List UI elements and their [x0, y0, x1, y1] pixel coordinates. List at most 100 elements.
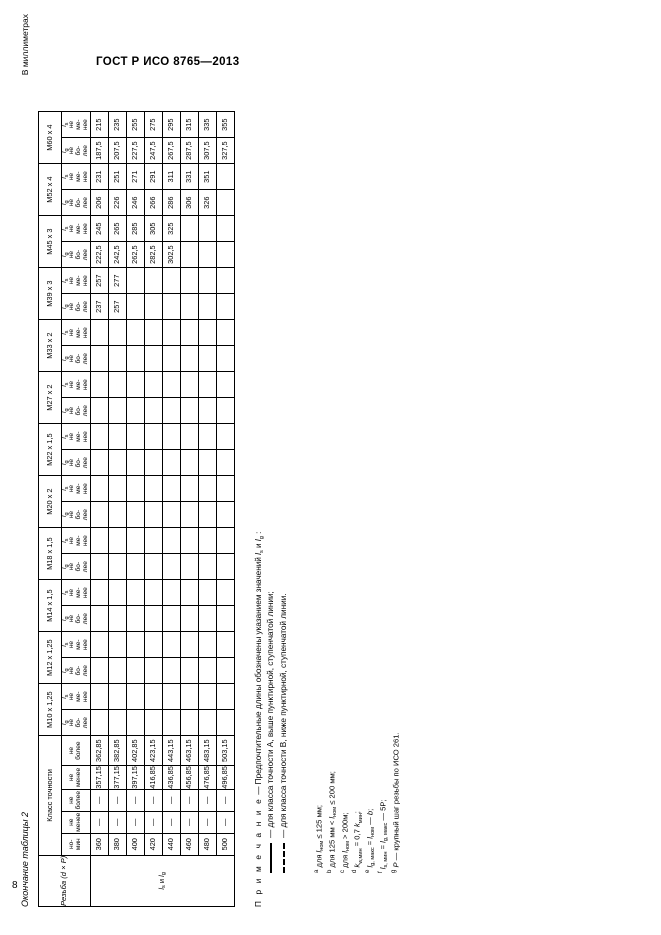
col-ls-header-2: ls не ме-нее [61, 579, 91, 606]
cell-data [198, 579, 217, 606]
cell-data: 215 [90, 111, 109, 138]
col-lg-header-6: lg не бо-лее [61, 397, 91, 424]
cell-data [162, 605, 181, 632]
cell-data [126, 371, 145, 398]
cell-data: 277 [108, 267, 127, 294]
cell-data [216, 423, 235, 450]
cell-data [180, 657, 199, 684]
cell-data [180, 371, 199, 398]
footnote-a: a для lном ≤ 125 мм; [314, 805, 326, 873]
cell-data [198, 293, 217, 320]
cell-data [216, 293, 235, 320]
table-row: 500— —496,85 503,15 327,5 355 [216, 111, 235, 907]
cell-data [126, 267, 145, 294]
cell-data: 206 [90, 189, 109, 216]
cell-nominal: 500 [216, 833, 235, 856]
cell-data [162, 397, 181, 424]
table-row: 480— —476,85 483,15 326 351 307,5 335 [198, 111, 217, 907]
col-lg-header-0: lg не бо-лее [61, 709, 91, 736]
cell-data [90, 605, 109, 632]
cell-a-min: — [162, 811, 181, 834]
cell-data: 351 [198, 163, 217, 190]
col-lg-header-1: lg не бо-лее [61, 657, 91, 684]
col-ls-header-3: ls не ме-нее [61, 527, 91, 554]
cell-data [108, 501, 127, 528]
cell-data [180, 683, 199, 710]
thread-stub-header: Резьба (d × P) [38, 855, 91, 907]
cell-data [180, 501, 199, 528]
cell-data [90, 631, 109, 658]
col-a-max-header: не более [61, 789, 91, 812]
cell-data: 262,5 [126, 241, 145, 268]
cell-data: 257 [90, 267, 109, 294]
cell-data [180, 215, 199, 242]
cell-a-min: — [144, 811, 163, 834]
cell-data [90, 319, 109, 346]
cell-a-min: — [216, 811, 235, 834]
cell-data: 237 [90, 293, 109, 320]
cell-data: 355 [216, 111, 235, 138]
cell-b-min: 377,15 [108, 765, 127, 790]
cell-data [108, 319, 127, 346]
cell-data: 335 [198, 111, 217, 138]
cell-data [180, 293, 199, 320]
cell-data [180, 241, 199, 268]
subheader-row: но-мин не менее не более не менее не более lg не бо… [61, 111, 91, 907]
cell-data [108, 397, 127, 424]
cell-data [90, 371, 109, 398]
cell-data [162, 449, 181, 476]
cell-data [126, 423, 145, 450]
cell-data [180, 709, 199, 736]
thread-header-9: M45 x 3 [38, 215, 62, 268]
cell-data: 295 [162, 111, 181, 138]
cell-data [216, 553, 235, 580]
cell-data: 207,5 [108, 137, 127, 164]
cell-data [162, 527, 181, 554]
cell-data: 245 [90, 215, 109, 242]
notes-line-solid: — для класса точности A, выше пунктирной… [266, 591, 276, 838]
cell-data [198, 605, 217, 632]
cell-b-min: 436,85 [162, 765, 181, 790]
cell-data [216, 163, 235, 190]
cell-data [162, 475, 181, 502]
cell-data: 275 [144, 111, 163, 138]
cell-data [126, 293, 145, 320]
cell-b-max: 362,85 [90, 735, 109, 766]
cell-nominal: 400 [126, 833, 145, 856]
cell-data: 271 [126, 163, 145, 190]
cell-data [90, 683, 109, 710]
cell-data [90, 345, 109, 372]
cell-b-max: 423,15 [144, 735, 163, 766]
cell-data [90, 657, 109, 684]
cell-data [144, 553, 163, 580]
cell-data [144, 709, 163, 736]
cell-data [198, 371, 217, 398]
cell-a-min: — [180, 811, 199, 834]
cell-data [180, 553, 199, 580]
cell-data [216, 319, 235, 346]
cell-data [162, 293, 181, 320]
footnote-e: e lg, макс = lном — b; [365, 808, 377, 873]
col-lg-header-11: lg не бо-лее [61, 137, 91, 164]
cell-data [180, 423, 199, 450]
cell-data [144, 631, 163, 658]
cell-a-max: — [198, 789, 217, 812]
cell-data: 242,5 [108, 241, 127, 268]
cell-data [180, 605, 199, 632]
cell-data [198, 501, 217, 528]
cell-data [90, 475, 109, 502]
col-ls-header-11: ls не ме-нее [61, 111, 91, 138]
cell-data [144, 293, 163, 320]
cell-data [216, 657, 235, 684]
cell-data [90, 449, 109, 476]
cell-data: 315 [180, 111, 199, 138]
cell-data: 307,5 [198, 137, 217, 164]
cell-b-max: 443,15 [162, 735, 181, 766]
cell-data: 291 [144, 163, 163, 190]
cell-data [90, 527, 109, 554]
cell-data [90, 423, 109, 450]
cell-data: 282,5 [144, 241, 163, 268]
cell-data [108, 423, 127, 450]
cell-data [108, 657, 127, 684]
cell-data [144, 267, 163, 294]
